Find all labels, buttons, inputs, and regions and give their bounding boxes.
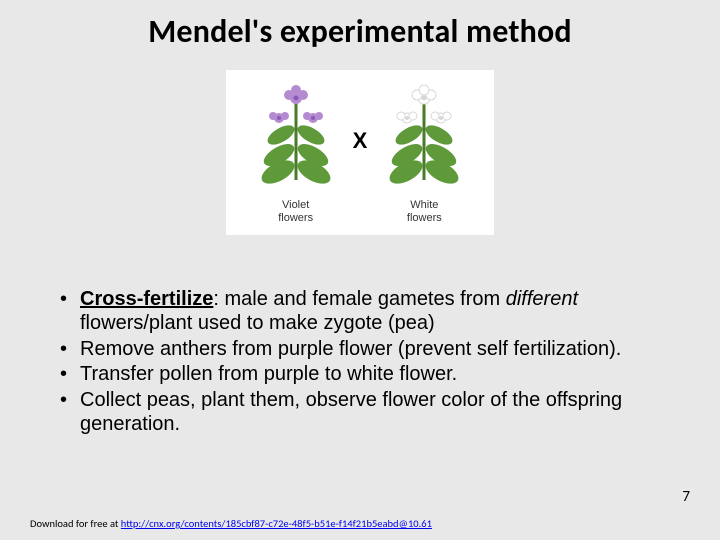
caption-text: flowers (407, 212, 442, 224)
list-item: Transfer pollen from purple to white flo… (54, 362, 672, 386)
figure-right-caption: White flowers (407, 199, 442, 224)
violet-plant-icon (251, 80, 341, 195)
download-footer: Download for free at http://cnx.org/cont… (30, 517, 432, 530)
bullet-text: : male and female gametes from (213, 288, 505, 310)
figure-left-caption: Violet flowers (278, 199, 313, 224)
figure-right-plant: White flowers (379, 80, 469, 224)
caption-text: White (410, 199, 438, 211)
caption-text: flowers (278, 212, 313, 224)
download-prefix: Download for free at (30, 517, 121, 530)
bullet-text: Transfer pollen from purple to white flo… (80, 363, 457, 385)
bullet-text: flowers/plant used to make zygote (pea) (80, 312, 435, 334)
list-item: Collect peas, plant them, observe flower… (54, 388, 672, 437)
bullet-list: Cross-fertilize: male and female gametes… (54, 287, 672, 437)
term-cross-fertilize: Cross-fertilize (80, 288, 213, 310)
figure-panel: Violet flowers X (226, 70, 494, 235)
white-plant-icon (379, 80, 469, 195)
term-different: different (506, 288, 578, 310)
list-item: Remove anthers from purple flower (preve… (54, 337, 672, 361)
figure-left-plant: Violet flowers (251, 80, 341, 224)
download-link[interactable]: http://cnx.org/contents/185cbf87-c72e-48… (121, 517, 432, 530)
slide-number: 7 (682, 488, 690, 506)
bullet-text: Remove anthers from purple flower (preve… (80, 338, 621, 360)
list-item: Cross-fertilize: male and female gametes… (54, 287, 672, 336)
slide-title: Mendel's experimental method (0, 0, 720, 51)
caption-text: Violet (282, 199, 309, 211)
cross-symbol: X (353, 128, 368, 178)
bullet-text: Collect peas, plant them, observe flower… (80, 389, 622, 435)
